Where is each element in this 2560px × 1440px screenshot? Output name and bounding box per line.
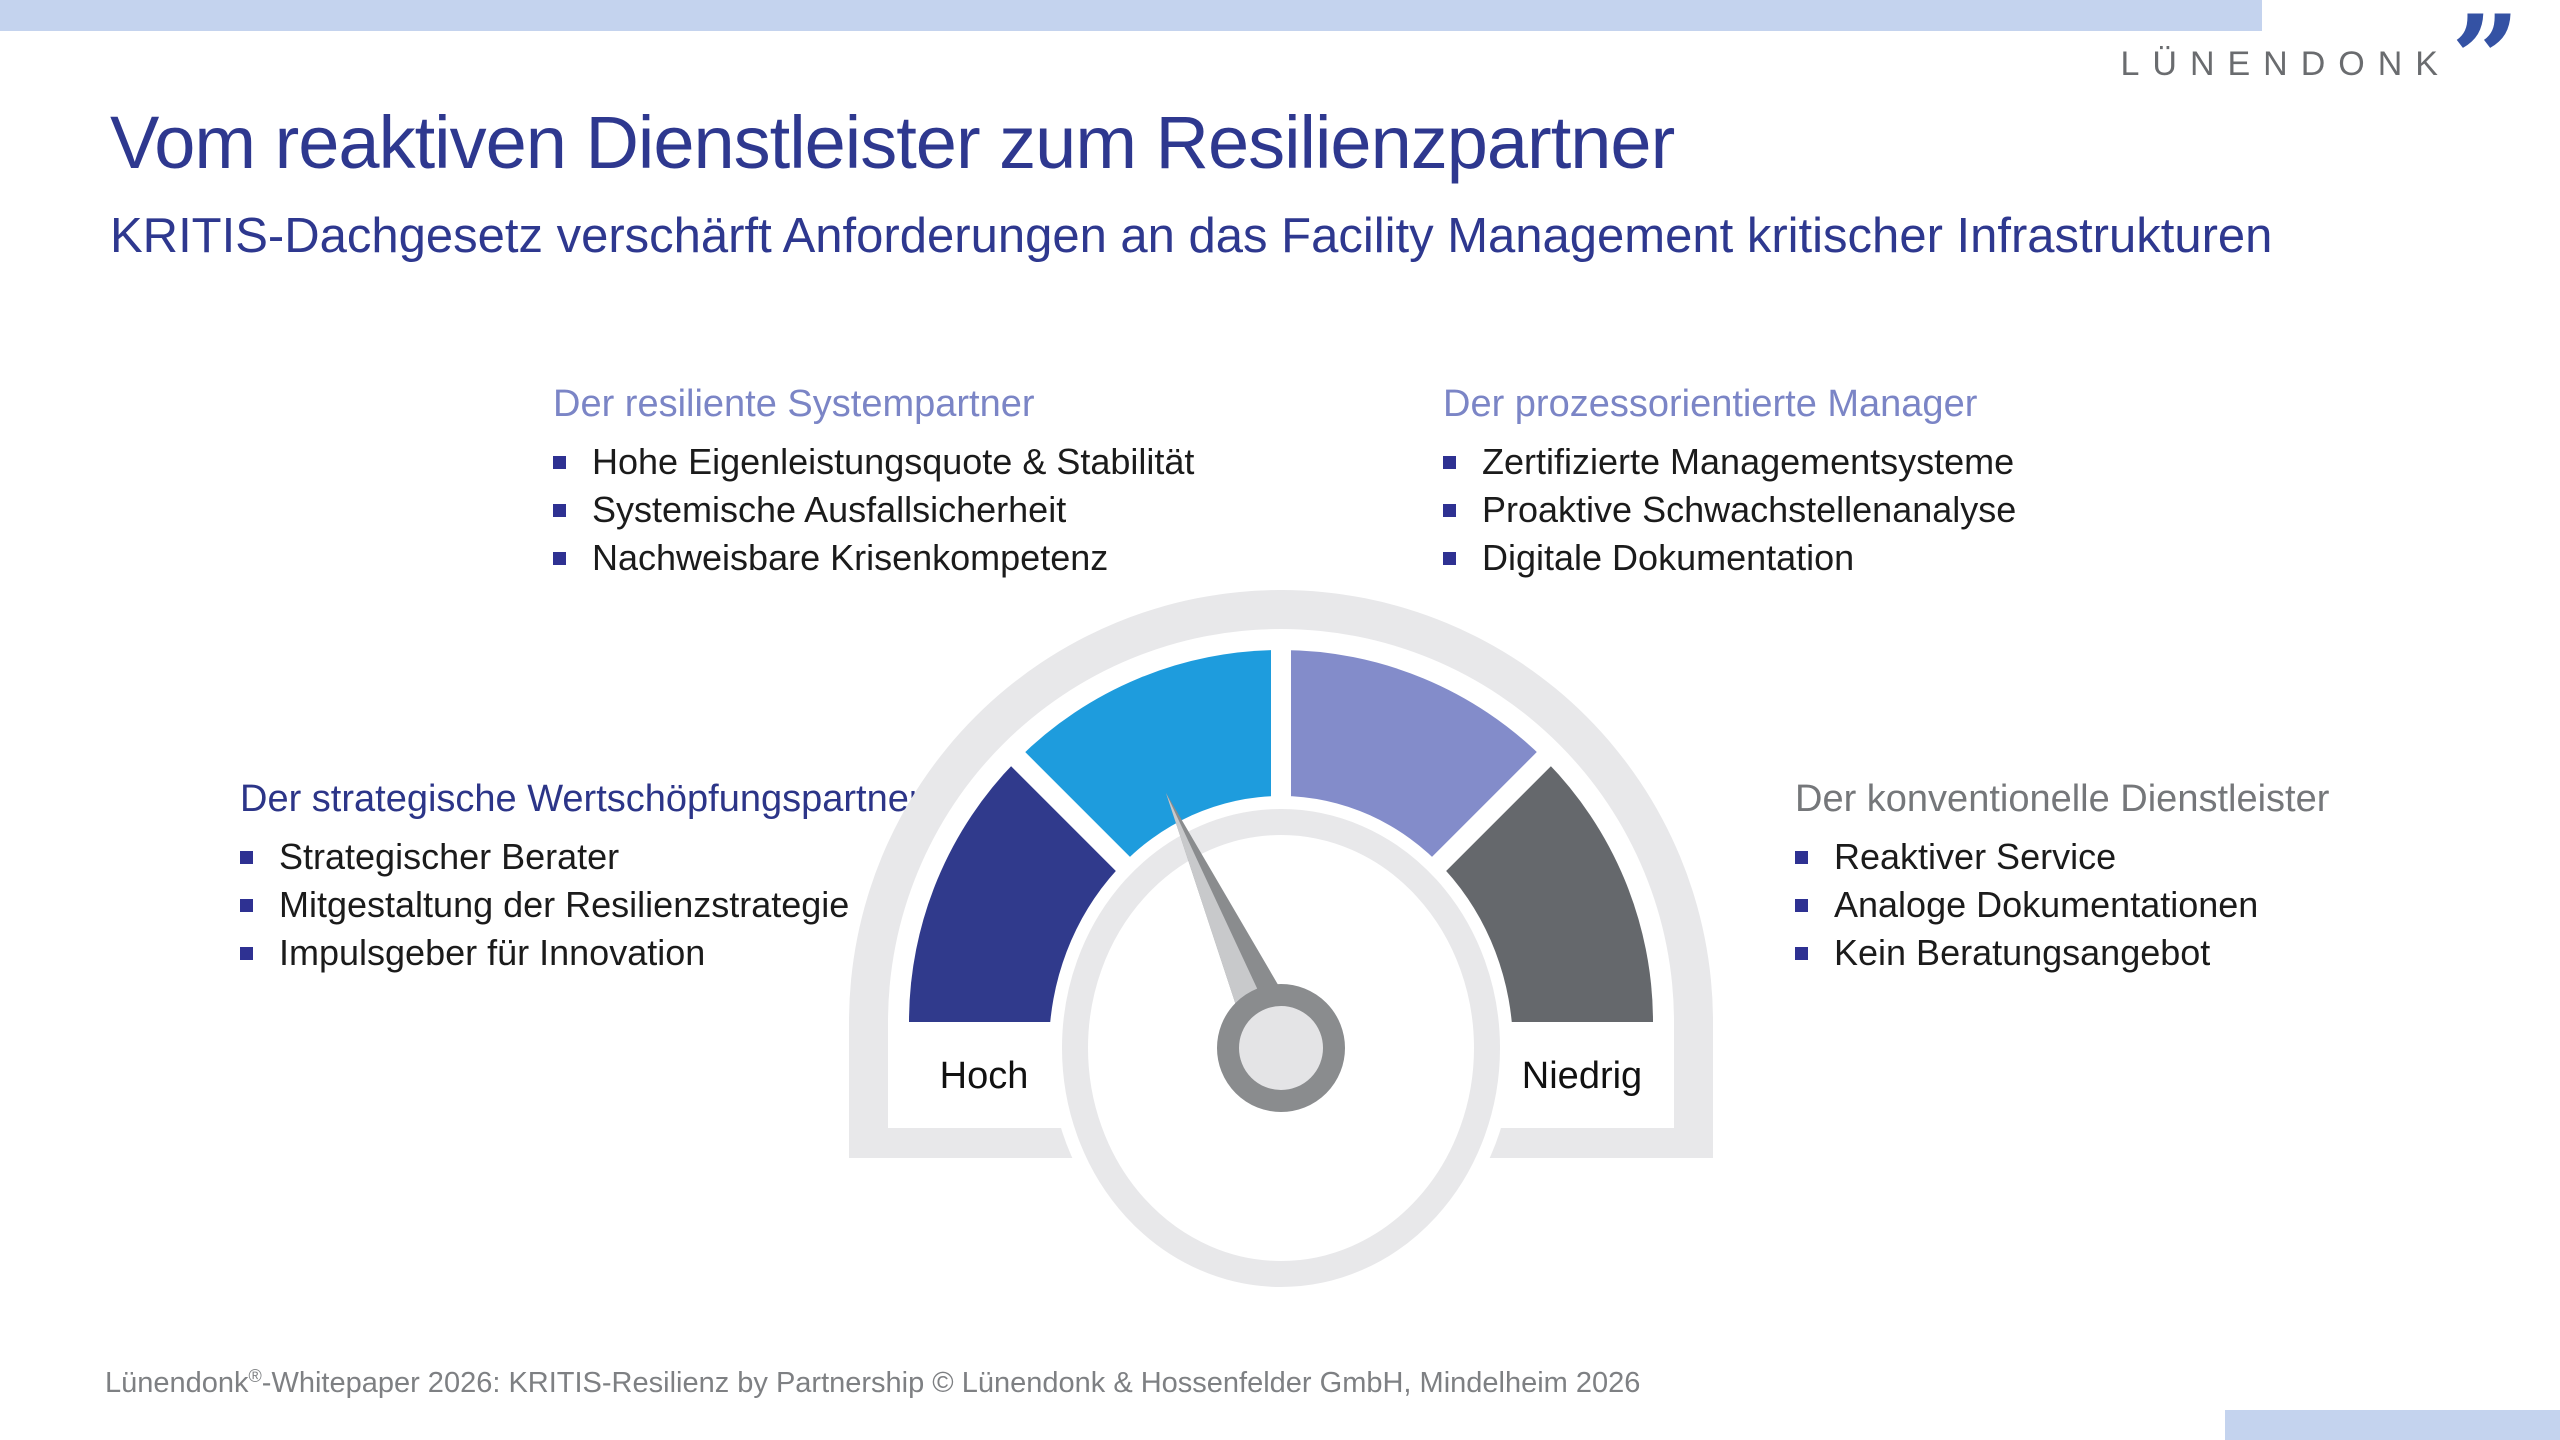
bullet-marker — [1443, 503, 1456, 517]
quadrant-strategischer-wertschoepfungspartner: Der strategische Wertschöpfungspartner S… — [240, 777, 922, 977]
bullet-marker — [1795, 850, 1808, 864]
bullet-marker — [1443, 551, 1456, 565]
bullet-marker — [240, 898, 253, 912]
bullet-text: Zertifizierte Managementsysteme — [1482, 441, 2015, 482]
bullet-list: Zertifizierte Managementsysteme Proaktiv… — [1443, 438, 2016, 582]
list-item: Kein Beratungsangebot — [1795, 929, 2329, 977]
bullet-text: Hohe Eigenleistungsquote & Stabilität — [592, 441, 1195, 482]
logo-wordmark: LÜNENDONK — [2120, 45, 2451, 83]
list-item: Mitgestaltung der Resilienzstrategie — [240, 881, 922, 929]
gauge-diagram: Hoch Niedrig — [849, 590, 1713, 1300]
list-item: Analoge Dokumentationen — [1795, 881, 2329, 929]
quadrant-title: Der resiliente Systempartner — [553, 383, 1035, 425]
list-item: Digitale Dokumentation — [1443, 534, 2016, 582]
page-title: Vom reaktiven Dienstleister zum Resilien… — [110, 101, 1675, 184]
logo-quotes-icon: ” — [2450, 0, 2520, 130]
list-item: Impulsgeber für Innovation — [240, 929, 922, 977]
bullet-marker — [1795, 898, 1808, 912]
page-subtitle: KRITIS-Dachgesetz verschärft Anforderung… — [110, 209, 2273, 263]
quadrant-title: Der prozessorientierte Manager — [1443, 383, 1978, 425]
footer-rest: -Whitepaper 2026: KRITIS-Resilienz by Pa… — [261, 1367, 1641, 1399]
bullet-marker — [240, 850, 253, 864]
bullet-marker — [553, 503, 566, 517]
bullet-list: Strategischer Berater Mitgestaltung der … — [240, 833, 922, 977]
bullet-marker — [1795, 946, 1808, 960]
gauge-label-niedrig: Niedrig — [1522, 1055, 1642, 1097]
quadrant-title: Der konventionelle Dienstleister — [1795, 778, 2330, 820]
gauge-label-hoch: Hoch — [940, 1055, 1029, 1097]
footer-prefix: Lünendonk — [105, 1367, 249, 1399]
bullet-list: Hohe Eigenleistungsquote & Stabilität Sy… — [553, 438, 1194, 582]
bullet-text: Systemische Ausfallsicherheit — [592, 489, 1067, 530]
bullet-text: Nachweisbare Krisenkompetenz — [592, 537, 1109, 578]
bullet-text: Digitale Dokumentation — [1482, 537, 1855, 578]
bullet-text: Analoge Dokumentationen — [1834, 884, 2259, 925]
bullet-marker — [553, 455, 566, 469]
list-item: Zertifizierte Managementsysteme — [1443, 438, 2016, 486]
footer-copyright: Lünendonk®-Whitepaper 2026: KRITIS-Resil… — [105, 1366, 1640, 1400]
bullet-text: Strategischer Berater — [279, 836, 620, 877]
quadrant-title: Der strategische Wertschöpfungspartner — [240, 778, 922, 820]
list-item: Nachweisbare Krisenkompetenz — [553, 534, 1194, 582]
bullet-text: Proaktive Schwachstellenanalyse — [1482, 489, 2017, 530]
bullet-list: Reaktiver Service Analoge Dokumentatione… — [1795, 833, 2329, 977]
lunendonk-logo: LÜNENDONK ” — [2120, 0, 2520, 130]
bullet-text: Kein Beratungsangebot — [1834, 932, 2211, 973]
list-item: Hohe Eigenleistungsquote & Stabilität — [553, 438, 1194, 486]
bullet-marker — [1443, 455, 1456, 469]
bullet-marker — [240, 946, 253, 960]
bullet-text: Impulsgeber für Innovation — [279, 932, 706, 973]
bullet-marker — [553, 551, 566, 565]
quadrant-resilient-systempartner: Der resiliente Systempartner Hohe Eigenl… — [553, 382, 1194, 582]
list-item: Systemische Ausfallsicherheit — [553, 486, 1194, 534]
list-item: Strategischer Berater — [240, 833, 922, 881]
registered-mark: ® — [248, 1366, 262, 1386]
bottom-right-accent-bar — [2225, 1410, 2560, 1440]
list-item: Proaktive Schwachstellenanalyse — [1443, 486, 2016, 534]
bullet-text: Reaktiver Service — [1834, 836, 2117, 877]
quadrant-konventioneller-dienstleister: Der konventionelle Dienstleister Reaktiv… — [1795, 777, 2329, 977]
top-accent-bar — [0, 0, 2262, 31]
gauge-needle-hub — [1217, 984, 1345, 1112]
list-item: Reaktiver Service — [1795, 833, 2329, 881]
quadrant-prozessorientierter-manager: Der prozessorientierte Manager Zertifizi… — [1443, 382, 2016, 582]
bullet-text: Mitgestaltung der Resilienzstrategie — [279, 884, 850, 925]
